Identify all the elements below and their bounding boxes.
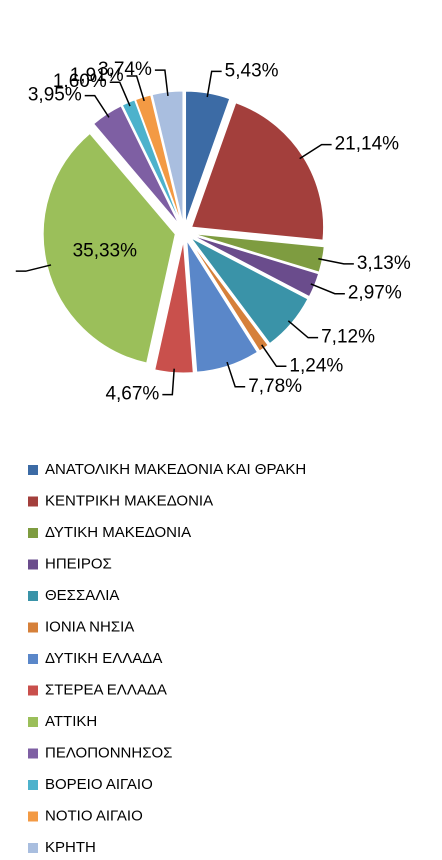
legend-label: ΔΥΤΙΚΗ ΜΑΚΕΔΟΝΙΑ: [45, 524, 191, 541]
data-label: 2,97%: [348, 283, 402, 304]
legend-label: ΘΕΣΣΑΛΙΑ: [45, 587, 119, 604]
leader-line: [154, 69, 169, 97]
legend-swatch: [28, 654, 38, 664]
leader-line: [310, 283, 345, 295]
legend-label: ΠΕΛΟΠΟΝΝΗΣΟΣ: [45, 744, 172, 761]
legend-label: ΔΥΤΙΚΗ ΕΛΛΑΔΑ: [45, 650, 162, 667]
legend-swatch: [28, 528, 38, 538]
leader-line: [126, 75, 145, 102]
legend-swatch: [28, 811, 38, 822]
legend-label: ΣΤΕΡΕΑ ΕΛΛΑΔΑ: [45, 681, 167, 698]
leader-line: [109, 81, 131, 107]
data-label: 5,43%: [225, 60, 279, 81]
legend-swatch: [28, 717, 38, 727]
data-label: 21,14%: [335, 134, 400, 155]
data-label: 3,74%: [98, 59, 152, 80]
leader-line: [15, 264, 52, 272]
leader-line: [206, 70, 222, 98]
data-label: 35,33%: [73, 241, 138, 262]
legend-label: ΚΕΝΤΡΙΚΗ ΜΑΚΕΔΟΝΙΑ: [45, 492, 213, 509]
data-label: 1,60%: [53, 71, 107, 92]
legend-label: ΑΝΑΤΟΛΙΚΗ ΜΑΚΕΔΟΝΙΑ ΚΑΙ ΘΡΑΚΗ: [45, 461, 306, 478]
legend-label: ΒΟΡΕΙΟ ΑΙΓΑΙΟ: [45, 776, 153, 793]
legend-swatch: [28, 465, 38, 475]
legend-swatch: [28, 622, 38, 633]
leader-line: [261, 344, 287, 368]
leader-line: [287, 320, 319, 339]
legend-swatch: [28, 780, 38, 790]
data-label: 3,13%: [357, 253, 411, 274]
leader-line: [226, 361, 246, 388]
data-label: 1,24%: [289, 355, 343, 376]
legend-label: ΙΟΝΙΑ ΝΗΣΙΑ: [45, 618, 134, 635]
legend-swatch: [28, 591, 38, 601]
data-label: 3,95%: [28, 85, 82, 106]
data-label: 1,91%: [70, 65, 124, 86]
leader-line: [299, 143, 332, 160]
data-label: 4,67%: [105, 384, 159, 405]
legend-swatch: [28, 496, 38, 507]
data-label: 7,12%: [321, 327, 375, 348]
legend-swatch: [28, 748, 38, 759]
leader-line: [162, 368, 175, 396]
legend-label: ΗΠΕΙΡΟΣ: [45, 555, 112, 572]
data-label: 7,78%: [248, 376, 302, 397]
legend-swatch: [28, 843, 38, 853]
legend-swatch: [28, 685, 38, 696]
legend-swatch: [28, 559, 38, 570]
legend-label: ΚΡΗΤΗ: [45, 839, 96, 856]
legend-label: ΑΤΤΙΚΗ: [45, 713, 97, 730]
leader-line: [84, 94, 110, 118]
legend-label: ΝΟΤΙΟ ΑΙΓΑΙΟ: [45, 807, 143, 824]
leader-line: [318, 258, 354, 265]
